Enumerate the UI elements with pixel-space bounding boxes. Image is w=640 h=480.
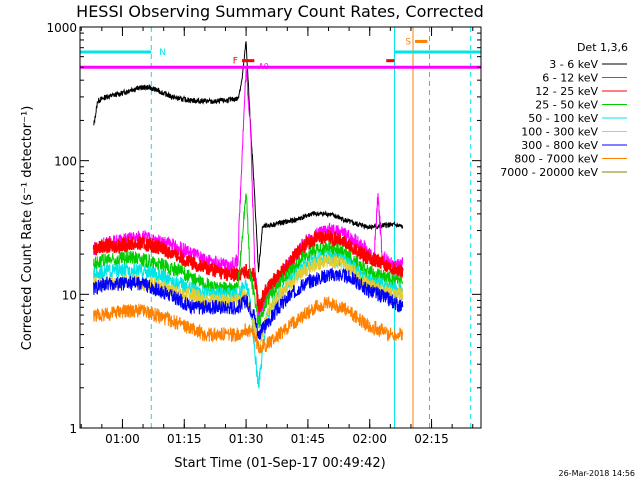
series-line-3	[93, 193, 404, 329]
series-line-7	[93, 296, 404, 354]
x-tick-label-3: 01:45	[291, 432, 326, 446]
series-line-2	[92, 229, 404, 314]
annotations: A0 N F S	[80, 37, 481, 71]
legend-label-2: 12 - 25 keV	[535, 85, 598, 98]
legend-label-4: 50 - 100 keV	[528, 112, 598, 125]
x-tick-label-0: 01:00	[105, 432, 140, 446]
x-axis-label: Start Time (01-Sep-17 00:49:42)	[174, 456, 385, 471]
series-line-0	[93, 41, 404, 273]
legend-label-5: 100 - 300 keV	[521, 126, 598, 139]
annotation-label-1: N	[159, 48, 166, 58]
y-tick-label-2: 100	[54, 155, 77, 169]
legend-label-0: 3 - 6 keV	[549, 58, 598, 71]
annotation-label-5: S	[405, 37, 411, 47]
legend-label-1: 6 - 12 keV	[542, 72, 598, 85]
plot-area-frame	[79, 26, 482, 429]
series-line-1	[93, 66, 404, 320]
x-tick-label-2: 01:30	[229, 432, 264, 446]
x-tick-label-5: 02:15	[414, 432, 449, 446]
annotation-label-0: A0	[258, 62, 269, 71]
series-lines	[92, 41, 404, 389]
y-tick-label-1: 10	[62, 288, 77, 302]
timestamp: 26-Mar-2018 14:56	[559, 469, 636, 478]
y-axis-label: Corrected Count Rate (s⁻¹ detector⁻¹)	[20, 106, 35, 351]
legend-label-7: 800 - 7000 keV	[514, 153, 598, 166]
legend-label-8: 7000 - 20000 keV	[500, 166, 598, 179]
axes: 01:00 01:15 01:30 01:45 02:00 02:15 1 10 100 1000	[46, 21, 481, 446]
legend-title: Det 1,3,6	[577, 41, 628, 54]
chart-title: HESSI Observing Summary Count Rates, Cor…	[76, 2, 484, 21]
x-tick-label-4: 02:00	[352, 432, 387, 446]
series-line-6	[93, 267, 404, 340]
x-tick-label-1: 01:15	[167, 432, 202, 446]
y-tick-label-0: 1	[69, 422, 77, 436]
y-tick-label-3: 1000	[46, 21, 77, 35]
legend-label-3: 25 - 50 keV	[535, 99, 598, 112]
annotation-label-3: F	[233, 57, 238, 67]
legend-label-6: 300 - 800 keV	[521, 139, 598, 152]
